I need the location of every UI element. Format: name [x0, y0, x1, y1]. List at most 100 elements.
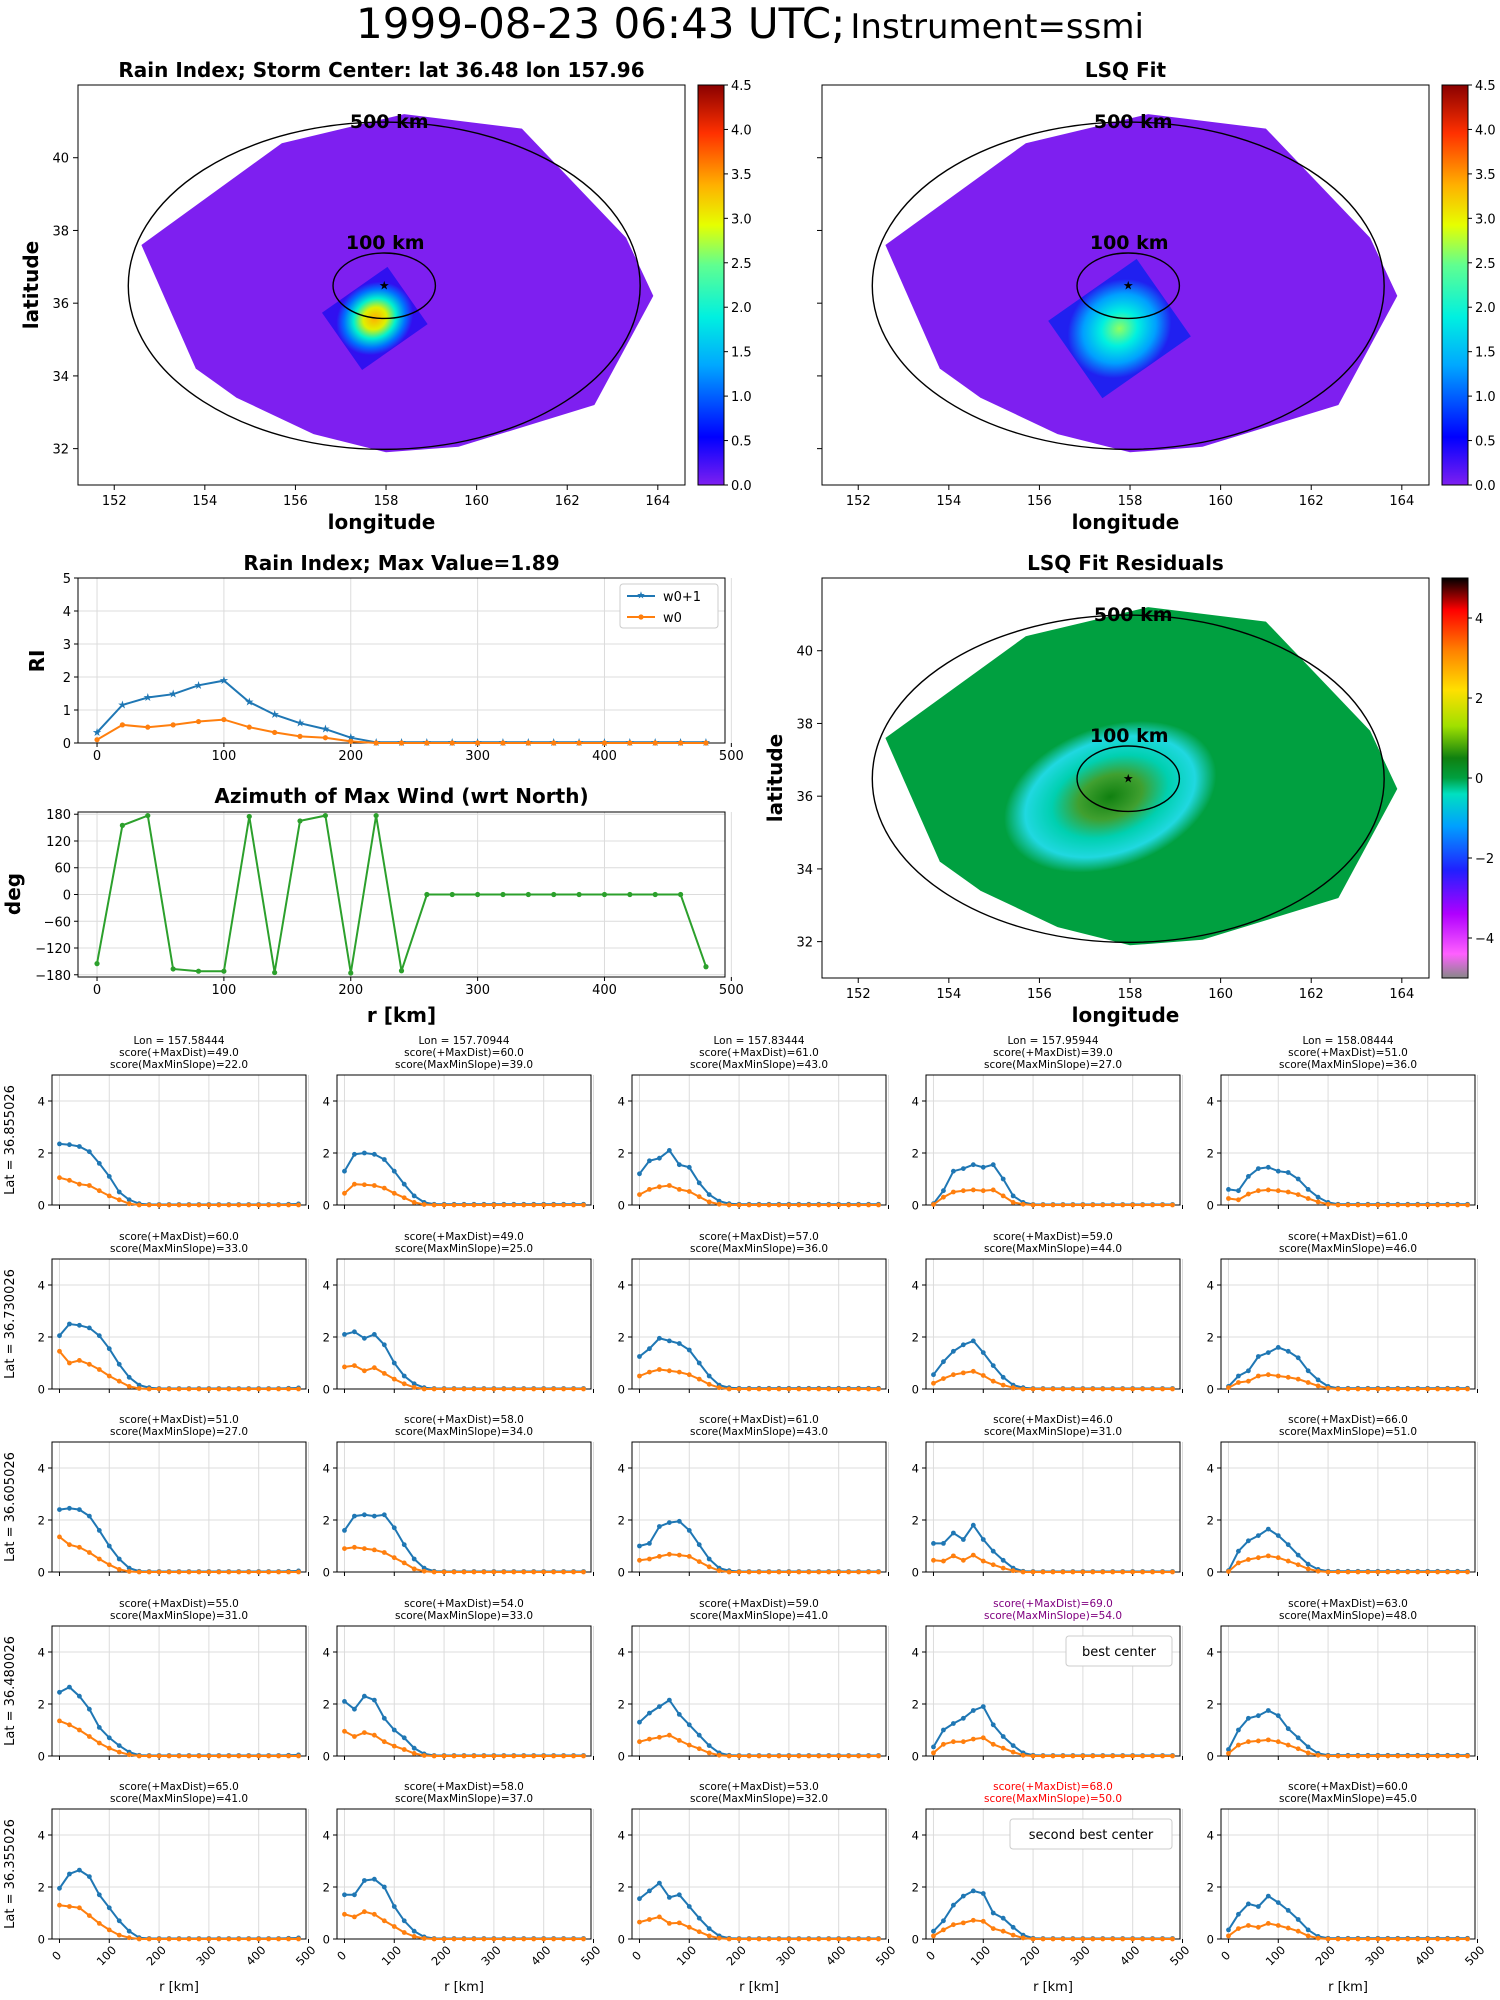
panel-series-orange-point	[491, 1936, 497, 1942]
panel-series-orange-point	[136, 1202, 142, 1208]
panel-series-blue-point	[931, 1928, 936, 1934]
y-tick-label: 2	[1207, 1513, 1214, 1527]
series-w0-point	[424, 740, 430, 746]
panel-series-orange-point	[1150, 1569, 1156, 1575]
panel-series-orange-point	[471, 1753, 477, 1759]
panel-1-0: 0 2 4 score(+MaxDist)=60.0score(MaxMinSlope…	[3, 1231, 309, 1396]
panel-row-label: Lat = 36.480026	[3, 1636, 18, 1746]
panel-series-orange-point	[1140, 1569, 1146, 1575]
panel-score-slope: score(MaxMinSlope)=54.0	[984, 1610, 1122, 1622]
panel-series-blue-point	[106, 1905, 112, 1911]
panel-series-orange-point	[531, 1936, 537, 1942]
x-tick-label: 300	[193, 1943, 218, 1968]
panel-series-orange-point	[931, 1933, 936, 1939]
panel-series-orange-point	[581, 1753, 586, 1759]
panel-series-orange-point	[541, 1936, 547, 1942]
panel-series-orange-point	[1080, 1936, 1086, 1942]
panel-series-blue-point	[57, 1689, 62, 1695]
series-azimuth-point	[348, 970, 354, 976]
panel-series-orange-point	[531, 1753, 537, 1759]
panel-series-orange-point	[1385, 1936, 1391, 1942]
panel-series-orange-point	[226, 1569, 232, 1575]
panel-series-orange-point	[216, 1936, 222, 1942]
panel-series-orange-point	[501, 1386, 507, 1392]
panel-score-slope: score(MaxMinSlope)=48.0	[1279, 1610, 1417, 1622]
y-tick-label: 180	[46, 808, 71, 823]
panel-score-maxdist: score(+MaxDist)=58.0	[404, 1781, 524, 1793]
panel-series-orange-point	[756, 1202, 762, 1208]
y-tick-label: 4	[618, 1645, 625, 1659]
colorbar-tick-label-fit: 4.5	[1475, 79, 1496, 94]
panel-series-blue-point	[950, 1721, 956, 1726]
panel-series-orange-point	[1335, 1753, 1341, 1759]
map-xtick-label-fit: 158	[1118, 494, 1143, 509]
panel-series-blue-point	[1285, 1908, 1291, 1913]
panel-series-orange-point	[361, 1546, 367, 1551]
series-w0-point	[627, 740, 633, 746]
panel-series-orange-point	[501, 1202, 507, 1208]
panel-series-blue-point	[980, 1164, 986, 1170]
panel-series-blue-point	[86, 1874, 92, 1879]
panel-series-blue-point	[1305, 1561, 1311, 1567]
y-tick-label: 0	[618, 1382, 625, 1396]
panel-score-maxdist: score(+MaxDist)=60.0	[119, 1231, 239, 1243]
panel-series-orange-point	[226, 1386, 232, 1392]
map-500km-circle-fit	[871, 121, 1385, 451]
panel-series-orange-point	[1345, 1936, 1351, 1942]
panel-series-orange-point	[352, 1363, 357, 1368]
panel-series-blue-point	[960, 1715, 966, 1721]
panel-legend-box	[1065, 1635, 1173, 1667]
panel-series-blue-point	[1295, 1552, 1301, 1558]
panel-score-slope: score(MaxMinSlope)=33.0	[395, 1610, 533, 1622]
panel-series-blue-point	[696, 1915, 702, 1921]
panel-series-orange-point	[1100, 1753, 1106, 1759]
panel-series-orange-point	[136, 1569, 142, 1575]
panel-series-orange-point	[86, 1734, 92, 1739]
panel-series-orange-point	[980, 1735, 986, 1741]
panel-series-orange-point	[1040, 1202, 1046, 1208]
panel-1-4: 0 2 4 score(+MaxDist)=61.0score(MaxMinSlope…	[1207, 1231, 1478, 1396]
panel-series-orange-point	[1305, 1196, 1311, 1201]
panel-series-blue-point	[1275, 1168, 1281, 1174]
panel-series-orange-point	[371, 1365, 377, 1371]
panel-series-orange-point	[1355, 1202, 1361, 1208]
panel-series-blue-point	[980, 1891, 986, 1896]
y-tick-label: 0	[912, 1565, 919, 1579]
panel-col-label: Lon = 157.95944	[1008, 1035, 1099, 1047]
panel-series-orange-point	[786, 1753, 792, 1759]
series-azimuth-point	[398, 968, 405, 974]
series-azimuth-point	[424, 891, 430, 898]
panel-series-orange-point	[816, 1386, 822, 1392]
panel-series-orange-point	[1305, 1933, 1311, 1939]
panel-series-blue-point	[1305, 1927, 1311, 1933]
panel-score-slope: score(MaxMinSlope)=39.0	[395, 1059, 533, 1071]
panel-2-2: 0 2 4 score(+MaxDist)=61.0score(MaxMinSlope…	[618, 1414, 889, 1579]
panel-series-orange-point	[1305, 1380, 1311, 1385]
series-w0-point	[449, 740, 455, 746]
panel-series-blue-point	[990, 1548, 996, 1554]
panel-series-orange-point	[826, 1202, 832, 1208]
panel-series-blue-point	[76, 1507, 82, 1512]
y-tick-label: 2	[618, 1513, 625, 1527]
x-tick-label: 0	[629, 1948, 644, 1963]
panel-series-orange-point	[76, 1544, 82, 1550]
map-ytick-label-resid: 40	[796, 645, 813, 660]
series-w0-point	[398, 740, 405, 746]
map-xtick-label-fit: 156	[1027, 494, 1052, 509]
panel-series-orange-point	[1050, 1753, 1056, 1759]
panel-series-orange-point	[836, 1569, 842, 1575]
panel-series-orange-point	[57, 1175, 62, 1181]
panel-series-orange-point	[116, 1932, 122, 1938]
x-tick-label: 200	[338, 749, 363, 764]
panel-series-orange-point	[86, 1550, 92, 1555]
panel-series-orange-point	[381, 1739, 387, 1745]
series-w0-point	[500, 740, 506, 746]
map-ytick-label-resid: 36	[796, 790, 813, 805]
panel-series-blue-point	[1275, 1713, 1281, 1719]
panel-series-orange-point	[876, 1569, 881, 1575]
panel-series-orange-point	[786, 1386, 792, 1392]
y-tick-label: 0	[323, 1932, 330, 1946]
map-100km-circle-fit	[1076, 252, 1181, 320]
panel-series-orange-point	[1265, 1737, 1271, 1743]
panel-score-maxdist: score(+MaxDist)=63.0	[1288, 1598, 1408, 1610]
